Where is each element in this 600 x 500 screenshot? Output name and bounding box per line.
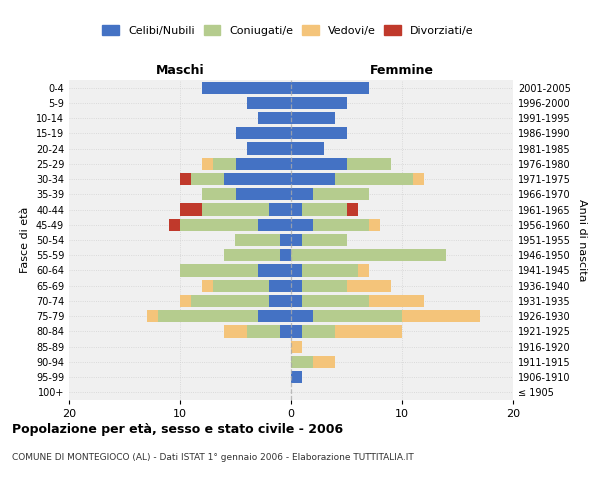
Bar [202,188,235,200]
Bar [235,234,280,246]
Bar [224,249,280,262]
Bar [180,264,258,276]
Bar [291,356,313,368]
Text: Femmine: Femmine [370,64,434,77]
Bar [347,204,358,216]
Legend: Celibi/Nubili, Coniugati/e, Vedovi/e, Divorziati/e: Celibi/Nubili, Coniugati/e, Vedovi/e, Di… [98,20,478,40]
Text: Maschi: Maschi [155,64,205,77]
Text: Popolazione per età, sesso e stato civile - 2006: Popolazione per età, sesso e stato civil… [12,422,343,436]
Bar [291,340,302,353]
Bar [247,97,291,109]
Bar [247,326,280,338]
Bar [258,310,291,322]
Bar [291,326,302,338]
Bar [335,326,402,338]
Bar [302,295,369,307]
Bar [269,280,291,292]
Bar [180,218,258,231]
Bar [302,204,347,216]
Bar [313,310,402,322]
Bar [180,204,202,216]
Bar [214,158,235,170]
Bar [202,204,269,216]
Bar [291,173,335,185]
Bar [280,249,291,262]
Bar [313,188,368,200]
Bar [291,218,313,231]
Bar [413,173,424,185]
Bar [258,112,291,124]
Bar [335,173,413,185]
Bar [269,295,291,307]
Bar [214,280,269,292]
Bar [280,234,291,246]
Bar [291,371,302,383]
Bar [291,234,302,246]
Bar [191,173,224,185]
Bar [191,295,269,307]
Bar [291,127,347,140]
Bar [202,158,214,170]
Bar [258,218,291,231]
Bar [202,82,291,94]
Bar [235,158,291,170]
Bar [313,356,335,368]
Bar [291,204,302,216]
Bar [269,204,291,216]
Bar [347,158,391,170]
Bar [224,326,247,338]
Bar [224,173,291,185]
Bar [291,249,446,262]
Bar [291,112,335,124]
Bar [235,188,291,200]
Bar [291,310,313,322]
Bar [291,264,302,276]
Bar [302,264,358,276]
Bar [291,142,325,154]
Bar [369,295,424,307]
Bar [358,264,369,276]
Bar [347,280,391,292]
Bar [158,310,258,322]
Bar [291,280,302,292]
Bar [247,142,291,154]
Bar [369,218,380,231]
Y-axis label: Fasce di età: Fasce di età [20,207,30,273]
Bar [280,326,291,338]
Bar [202,280,214,292]
Bar [291,188,313,200]
Bar [258,264,291,276]
Text: COMUNE DI MONTEGIOCO (AL) - Dati ISTAT 1° gennaio 2006 - Elaborazione TUTTITALIA: COMUNE DI MONTEGIOCO (AL) - Dati ISTAT 1… [12,452,414,462]
Bar [402,310,480,322]
Bar [146,310,158,322]
Bar [313,218,368,231]
Bar [291,295,302,307]
Bar [302,234,347,246]
Bar [180,295,191,307]
Y-axis label: Anni di nascita: Anni di nascita [577,198,587,281]
Bar [291,158,347,170]
Bar [169,218,180,231]
Bar [291,82,369,94]
Bar [291,97,347,109]
Bar [235,127,291,140]
Bar [302,326,335,338]
Bar [180,173,191,185]
Bar [302,280,347,292]
